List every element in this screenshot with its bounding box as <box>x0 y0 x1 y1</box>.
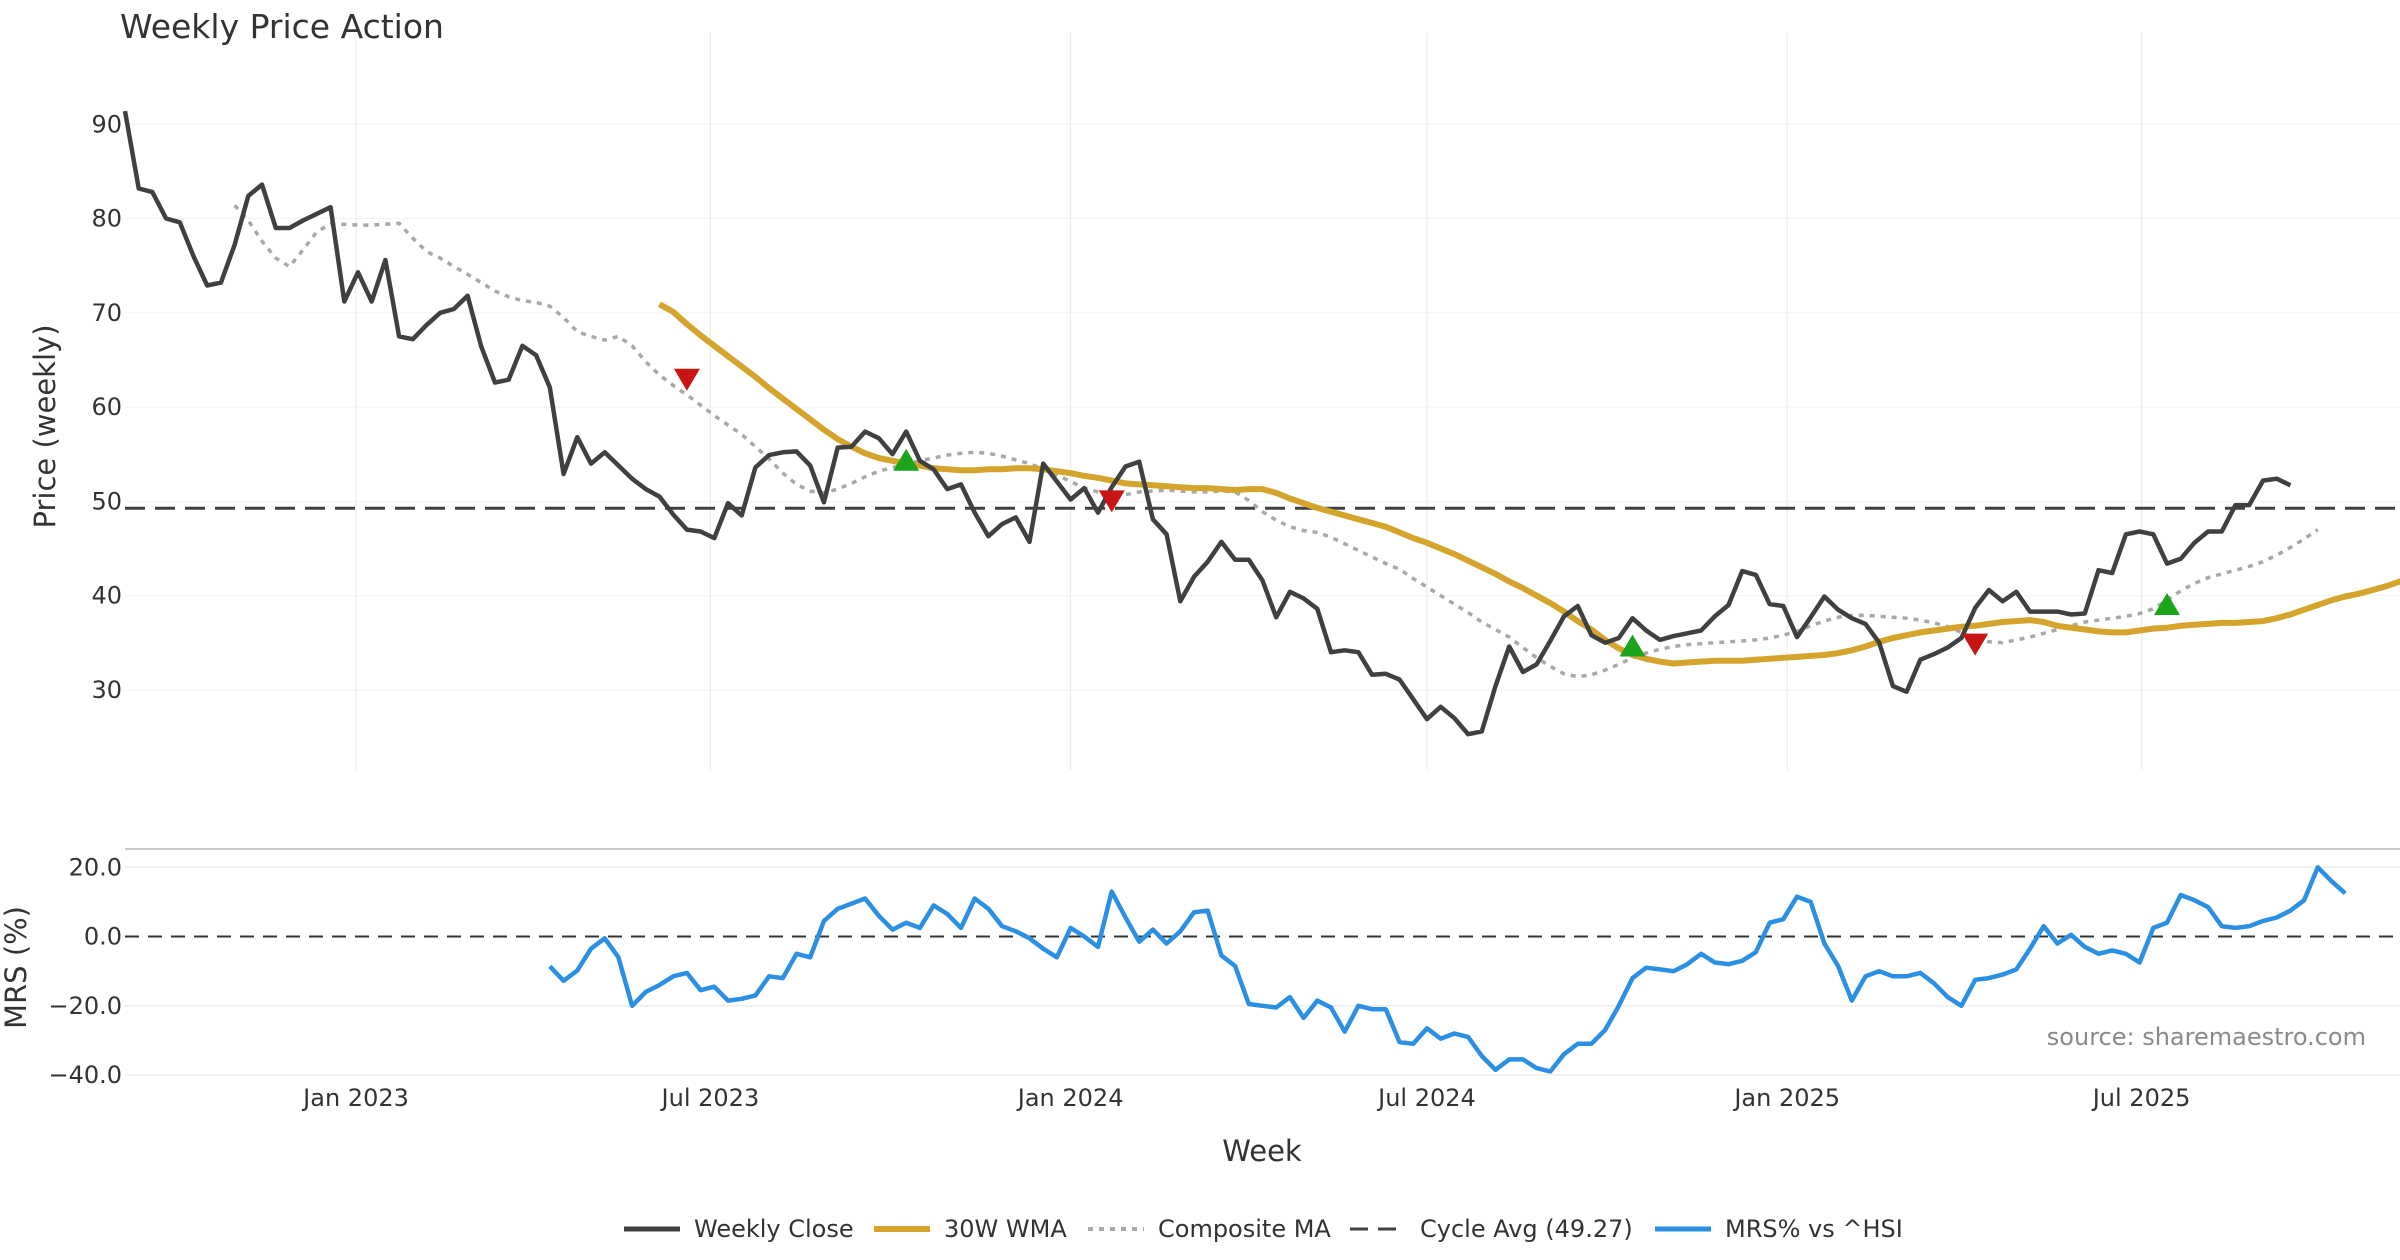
x-tick-label: Jul 2025 <box>2091 1084 2191 1112</box>
x-tick-label: Jan 2024 <box>1016 1084 1124 1112</box>
price-y-tick-label: 60 <box>91 393 122 421</box>
x-tick-label: Jul 2024 <box>1376 1084 1476 1112</box>
legend-item: Cycle Avg (49.27) <box>1350 1215 1633 1243</box>
legend-label: MRS% vs ^HSI <box>1725 1215 1903 1243</box>
source-note: source: sharemaestro.com <box>2047 1023 2366 1051</box>
buy-signal-marker <box>893 448 920 471</box>
mrs-y-tick-label: 0.0 <box>84 923 122 951</box>
sell-signal-marker <box>1098 490 1125 513</box>
mrs-y-tick-label: 20.0 <box>69 853 122 881</box>
wma-30w-line <box>658 301 2400 667</box>
sell-signal-marker <box>1962 633 1989 656</box>
price-grid <box>125 33 2400 770</box>
x-tick-label: Jul 2023 <box>660 1084 760 1112</box>
price-y-tick-label: 90 <box>91 110 122 138</box>
legend-label: Weekly Close <box>694 1215 854 1243</box>
price-y-tick-label: 30 <box>91 676 122 704</box>
price-y-tick-label: 70 <box>91 299 122 327</box>
mrs-y-tick-label: −40.0 <box>48 1061 122 1089</box>
legend-label: 30W WMA <box>944 1215 1067 1243</box>
mrs-series <box>548 865 2347 1074</box>
mrs-y-axis-label: MRS (%) <box>0 906 33 1029</box>
signal-markers <box>673 368 2181 657</box>
x-tick-label: Jan 2023 <box>301 1084 409 1112</box>
price-y-tick-label: 50 <box>91 487 122 515</box>
x-tick-label: Jan 2025 <box>1732 1084 1840 1112</box>
legend-item: 30W WMA <box>874 1215 1067 1243</box>
legend-label: Composite MA <box>1158 1215 1331 1243</box>
mrs-y-tick-label: −20.0 <box>48 992 122 1020</box>
buy-signal-marker <box>1619 634 1646 657</box>
chart-title: Weekly Price Action <box>120 7 444 46</box>
sell-signal-marker <box>673 368 700 391</box>
price-y-axis-label: Price (weekly) <box>28 324 62 528</box>
mrs-line <box>548 865 2347 1074</box>
price-y-tick-label: 80 <box>91 205 122 233</box>
mrs-y-ticks: −40.0 −20.0 0.0 20.0 <box>48 853 122 1089</box>
x-axis-label: Week <box>1222 1134 1302 1168</box>
buy-signal-marker <box>2154 593 2181 616</box>
legend-item: Composite MA <box>1088 1215 1331 1243</box>
mrs-panel: −40.0 −20.0 0.0 20.0 <box>48 848 2400 1089</box>
price-panel: 30 40 50 60 70 80 90 <box>91 33 2400 770</box>
price-y-tick-label: 40 <box>91 582 122 610</box>
legend: Weekly Close 30W WMA Composite MA Cycle Avg… <box>624 1215 1903 1243</box>
composite-ma-line <box>233 204 2319 679</box>
mrs-grid <box>125 848 2400 1076</box>
legend-item: MRS% vs ^HSI <box>1655 1215 1903 1243</box>
price-y-ticks: 30 40 50 60 70 80 90 <box>91 110 122 704</box>
price-series <box>122 110 2400 737</box>
legend-item: Weekly Close <box>624 1215 854 1243</box>
x-axis-ticks: Jan 2023 Jul 2023 Jan 2024 Jul 2024 Jan 2025… <box>301 1084 2190 1112</box>
weekly-close-line <box>122 110 2292 737</box>
legend-label: Cycle Avg (49.27) <box>1420 1215 1633 1243</box>
